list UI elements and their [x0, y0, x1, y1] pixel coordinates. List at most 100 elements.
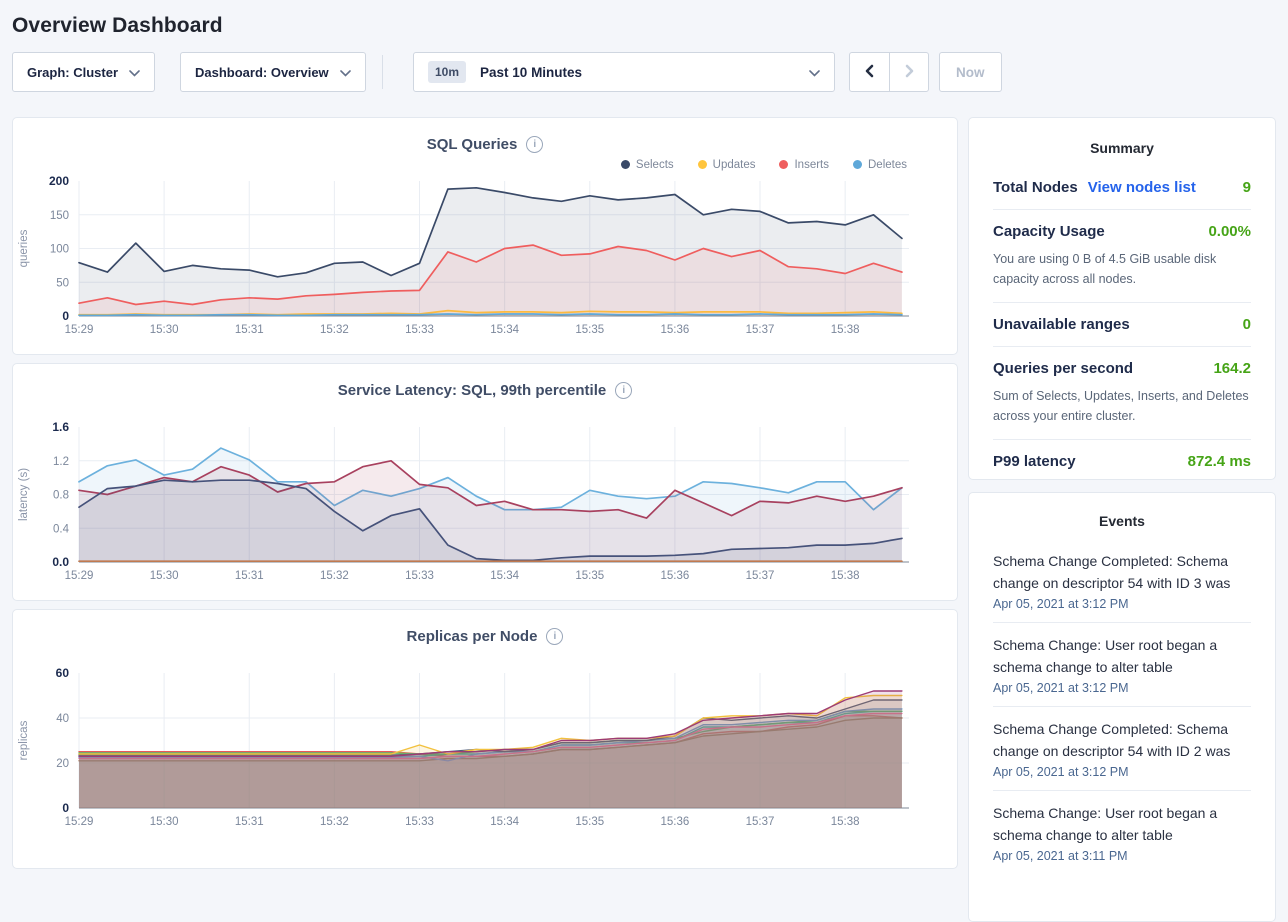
legend-label: Inserts [794, 158, 829, 171]
toolbar-divider [382, 55, 383, 89]
events-title: Events [1099, 513, 1145, 529]
event-timestamp: Apr 05, 2021 at 3:11 PM [993, 849, 1128, 863]
svg-text:15:33: 15:33 [405, 816, 434, 828]
svg-text:15:37: 15:37 [746, 816, 775, 828]
svg-text:20: 20 [56, 758, 69, 770]
svg-text:0.0: 0.0 [52, 555, 69, 569]
summary-row-head: Total Nodes View nodes list 9 [993, 179, 1251, 196]
svg-text:15:32: 15:32 [320, 816, 349, 828]
svg-text:15:34: 15:34 [490, 570, 519, 582]
chart-legend [13, 400, 957, 421]
event-item[interactable]: Schema Change Completed: Schema change o… [993, 539, 1251, 623]
info-icon[interactable]: i [546, 627, 564, 645]
time-range-badge: 10m [428, 61, 467, 83]
graph-dropdown[interactable]: Graph: Cluster [12, 52, 155, 92]
svg-text:15:38: 15:38 [831, 816, 860, 828]
svg-text:15:29: 15:29 [65, 324, 94, 336]
chevron-right-icon [902, 64, 916, 81]
svg-text:0.4: 0.4 [53, 523, 70, 535]
time-range-label: Past 10 Minutes [480, 64, 583, 80]
chart-title: SQL Queries [426, 135, 518, 153]
chevron-down-icon [809, 65, 820, 80]
svg-text:15:38: 15:38 [831, 324, 860, 336]
svg-text:15:35: 15:35 [575, 816, 604, 828]
chevron-down-icon [129, 65, 140, 80]
overview-dashboard-page: Overview Dashboard Graph: Cluster Dashbo… [0, 14, 1288, 922]
summary-row-label: Queries per second [993, 360, 1134, 377]
event-item[interactable]: Schema Change: User root began a schema … [993, 623, 1251, 707]
events-panel: Events Schema Change Completed: Schema c… [968, 492, 1276, 922]
legend-dot [853, 160, 862, 169]
view-nodes-list-link[interactable]: View nodes list [1087, 179, 1196, 196]
svg-text:15:30: 15:30 [150, 816, 179, 828]
svg-text:replicas: replicas [18, 720, 30, 760]
summary-row-description: You are using 0 B of 4.5 GiB usable disk… [993, 252, 1217, 286]
svg-text:15:32: 15:32 [320, 324, 349, 336]
toolbar: Graph: Cluster Dashboard: Overview 10m P… [12, 52, 1276, 92]
time-range-picker[interactable]: 10m Past 10 Minutes [413, 52, 835, 92]
replicas-per-node-chart-card: Replicas per Node i 15:29 15:30 15:31 15:32… [12, 609, 958, 869]
event-item[interactable]: Schema Change Completed: Schema change o… [993, 707, 1251, 791]
time-back-button[interactable] [850, 53, 889, 91]
service-latency-chart[interactable]: 15:29 15:30 15:31 15:32 15:33 15:34 15:35 15:36… [13, 421, 957, 589]
svg-text:15:31: 15:31 [235, 324, 264, 336]
summary-rows: Total Nodes View nodes list 9 Capacity Usag… [993, 166, 1251, 483]
event-message: Schema Change: User root began a schema … [993, 637, 1218, 675]
main-content: SQL Queries i Selects Updates Inserts Delet… [12, 117, 1276, 922]
svg-text:15:33: 15:33 [405, 570, 434, 582]
service-latency-chart-card: Service Latency: SQL, 99th percentile i … [12, 363, 958, 601]
svg-text:15:36: 15:36 [661, 816, 690, 828]
info-icon[interactable]: i [615, 381, 633, 399]
svg-text:50: 50 [56, 277, 69, 289]
side-column: Summary Total Nodes View nodes list 9 Capac… [968, 117, 1276, 922]
events-list: Schema Change Completed: Schema change o… [993, 539, 1251, 874]
summary-row-label: P99 latency [993, 453, 1076, 470]
page-title: Overview Dashboard [12, 14, 223, 37]
time-forward-button[interactable] [889, 53, 928, 91]
summary-row-head: Queries per second 164.2 [993, 360, 1251, 377]
dashboard-dropdown[interactable]: Dashboard: Overview [180, 52, 366, 92]
chart-title-row: SQL Queries i [13, 118, 957, 154]
chart-title: Replicas per Node [406, 627, 538, 645]
svg-text:15:29: 15:29 [65, 570, 94, 582]
now-button[interactable]: Now [939, 52, 1002, 92]
event-message: Schema Change Completed: Schema change o… [993, 721, 1231, 759]
info-icon[interactable]: i [526, 135, 544, 153]
sql-queries-chart[interactable]: 15:29 15:30 15:31 15:32 15:33 15:34 15:35 15:36… [13, 175, 957, 343]
chart-title-row: Service Latency: SQL, 99th percentile i [13, 364, 957, 400]
chart-title: Service Latency: SQL, 99th percentile [337, 381, 607, 399]
legend-item-deletes: Deletes [853, 159, 907, 171]
summary-row-head: Unavailable ranges 0 [993, 316, 1251, 333]
time-pager [849, 52, 929, 92]
svg-text:0.8: 0.8 [53, 490, 69, 502]
event-message: Schema Change: User root began a schema … [993, 805, 1218, 843]
legend-label: Updates [712, 158, 756, 171]
replicas-per-node-chart[interactable]: 15:29 15:30 15:31 15:32 15:33 15:34 15:35 15:36… [13, 667, 957, 835]
event-timestamp: Apr 05, 2021 at 3:12 PM [993, 765, 1129, 779]
legend-label: Deletes [868, 158, 907, 171]
svg-text:latency (s): latency (s) [18, 468, 30, 521]
svg-text:150: 150 [50, 210, 69, 222]
svg-text:15:33: 15:33 [405, 324, 434, 336]
legend-item-selects: Selects [620, 158, 674, 171]
summary-row: Unavailable ranges 0 [993, 303, 1251, 347]
summary-row: Capacity Usage 0.00% You are using 0 B of … [993, 210, 1251, 303]
svg-text:15:36: 15:36 [661, 324, 690, 336]
legend-dot [697, 160, 707, 169]
legend-item-updates: Updates [697, 158, 756, 171]
svg-text:15:31: 15:31 [235, 570, 264, 582]
svg-text:40: 40 [56, 713, 69, 725]
svg-text:100: 100 [50, 244, 69, 256]
svg-text:0: 0 [62, 801, 69, 815]
summary-row-value: 0 [1242, 316, 1251, 333]
summary-row-label: Unavailable ranges [993, 316, 1130, 333]
svg-text:15:30: 15:30 [150, 570, 179, 582]
svg-text:200: 200 [49, 175, 69, 188]
event-item[interactable]: Schema Change: User root began a schema … [993, 791, 1251, 874]
svg-text:15:37: 15:37 [746, 324, 775, 336]
legend-label: Selects [635, 158, 674, 171]
chart-title-row: Replicas per Node i [13, 610, 957, 646]
svg-text:15:29: 15:29 [65, 816, 94, 828]
summary-panel: Summary Total Nodes View nodes list 9 Capac… [968, 117, 1276, 480]
summary-row-head: Capacity Usage 0.00% [993, 223, 1251, 240]
